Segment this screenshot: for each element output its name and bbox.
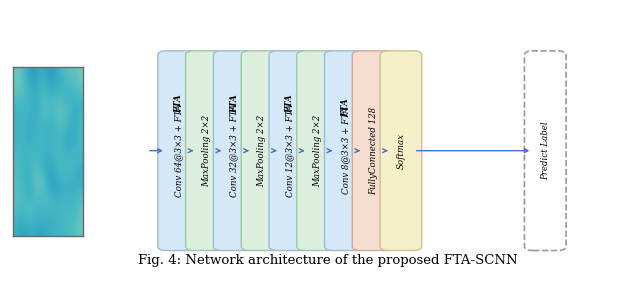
Text: MaxPooling 2×2: MaxPooling 2×2 [313, 115, 322, 187]
Text: Conv 32@3×3 + FTA: Conv 32@3×3 + FTA [230, 104, 239, 197]
FancyBboxPatch shape [186, 51, 227, 251]
FancyBboxPatch shape [524, 51, 566, 251]
FancyBboxPatch shape [158, 51, 200, 251]
FancyBboxPatch shape [297, 51, 339, 251]
Text: Conv 64@3×3 + FTA: Conv 64@3×3 + FTA [174, 104, 183, 197]
Text: MaxPooling 2×2: MaxPooling 2×2 [202, 115, 211, 187]
Text: Conv 8@3×3 + FTA: Conv 8@3×3 + FTA [341, 107, 350, 195]
Text: FullyConnected 128: FullyConnected 128 [369, 107, 378, 195]
Text: MaxPooling 2×2: MaxPooling 2×2 [257, 115, 266, 187]
FancyBboxPatch shape [380, 51, 422, 251]
FancyBboxPatch shape [241, 51, 283, 251]
FancyBboxPatch shape [269, 51, 310, 251]
Text: Fig. 4: Network architecture of the proposed FTA-SCNN: Fig. 4: Network architecture of the prop… [138, 254, 518, 267]
Text: Predict Label: Predict Label [541, 122, 550, 180]
FancyBboxPatch shape [213, 51, 255, 251]
FancyBboxPatch shape [352, 51, 394, 251]
Text: Softmax: Softmax [396, 133, 405, 169]
Text: FTA: FTA [174, 95, 183, 113]
Text: FTA: FTA [285, 95, 294, 113]
FancyBboxPatch shape [324, 51, 366, 251]
Text: FTA: FTA [341, 98, 350, 117]
Text: Conv 12@3×3 + FTA: Conv 12@3×3 + FTA [285, 104, 294, 197]
Text: FTA: FTA [230, 95, 239, 113]
